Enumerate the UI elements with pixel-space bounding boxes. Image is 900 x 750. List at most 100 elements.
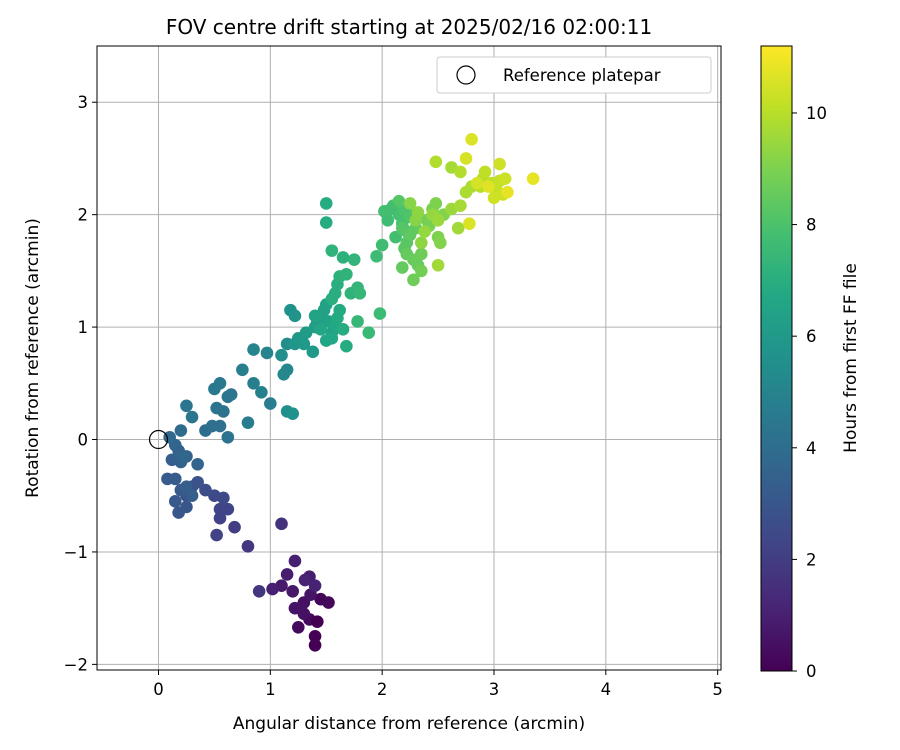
data-point [213, 376, 227, 390]
x-ticks: 0 1 2 3 4 5 [153, 670, 723, 699]
x-axis-label: Angular distance from reference (arcmin) [233, 714, 585, 734]
data-point [168, 495, 182, 508]
data-point [325, 332, 339, 345]
colorbar-tick-label: 0 [806, 662, 817, 681]
data-point [255, 385, 268, 399]
colorbar-gradient [760, 45, 793, 672]
y-tick-label: −1 [64, 543, 88, 562]
data-point [185, 410, 199, 424]
colorbar-tick-label: 8 [806, 216, 817, 235]
y-tick-label: 3 [78, 93, 89, 112]
data-point [213, 419, 227, 433]
data-point [526, 172, 540, 185]
data-point [221, 430, 235, 444]
y-tick-label: 1 [78, 318, 89, 337]
data-point [291, 620, 305, 634]
data-point [264, 397, 277, 410]
data-point [454, 165, 467, 179]
data-point [384, 202, 398, 216]
data-point [340, 267, 353, 281]
data-point [351, 315, 364, 328]
data-point [465, 133, 478, 146]
data-point [213, 511, 227, 525]
data-point [266, 582, 279, 596]
data-point [306, 345, 320, 359]
data-point [478, 165, 492, 179]
data-point [224, 388, 238, 401]
chart-title: FOV centre drift starting at 2025/02/16 … [166, 15, 652, 39]
y-ticks: −2 −1 0 1 2 3 [64, 93, 97, 674]
data-point [180, 480, 193, 494]
colorbar: 0 2 4 6 8 10 Hours from first FF file [760, 45, 861, 681]
data-point [308, 309, 322, 323]
data-point [311, 615, 324, 628]
data-point [431, 213, 445, 227]
data-point [362, 326, 376, 340]
legend-marker [456, 65, 476, 85]
y-tick-label: 0 [78, 431, 89, 450]
data-point [275, 348, 288, 362]
data-point [297, 607, 311, 621]
grid-lines [97, 46, 721, 670]
data-point [459, 152, 473, 165]
data-point [247, 376, 260, 390]
data-point [241, 540, 255, 553]
data-point [415, 236, 428, 250]
data-point [498, 172, 512, 185]
data-point [247, 343, 260, 356]
colorbar-ticks: 0 2 4 6 8 10 [792, 104, 827, 681]
colorbar-label: Hours from first FF file [841, 263, 861, 453]
data-point [389, 230, 402, 244]
data-point [429, 197, 443, 210]
data-point [180, 399, 193, 413]
data-point [411, 206, 425, 219]
data-point [199, 483, 212, 497]
data-point [429, 155, 443, 169]
data-point [172, 506, 185, 519]
data-point [308, 629, 322, 643]
data-point [260, 346, 274, 360]
data-point [370, 249, 383, 263]
data-point [280, 363, 294, 377]
x-tick-label: 1 [265, 680, 276, 699]
colorbar-tick-label: 2 [806, 550, 817, 569]
data-point [395, 261, 409, 274]
data-point [286, 407, 299, 420]
data-point [168, 472, 182, 486]
data-point [286, 584, 299, 598]
data-points [161, 133, 540, 652]
data-point [210, 401, 223, 415]
data-point [174, 424, 188, 437]
data-point [470, 176, 484, 190]
data-point [163, 430, 176, 444]
data-point [297, 337, 311, 351]
legend: Reference platepar [436, 56, 712, 94]
data-point [373, 307, 387, 320]
data-point [375, 238, 389, 252]
data-point [451, 221, 465, 235]
data-point [336, 251, 350, 264]
y-tick-label: −2 [64, 655, 88, 674]
data-point [418, 225, 431, 238]
data-point [319, 197, 333, 210]
data-point [280, 568, 294, 581]
x-tick-label: 4 [601, 680, 612, 699]
data-point [217, 491, 230, 505]
data-point [403, 197, 417, 210]
data-point [407, 273, 420, 287]
data-point [415, 247, 428, 261]
plot-frame [96, 45, 722, 671]
y-tick-label: 2 [78, 206, 89, 225]
data-point [333, 303, 346, 317]
data-point [185, 489, 199, 503]
reference-marker [148, 429, 169, 450]
data-point [454, 199, 467, 212]
x-tick-label: 0 [153, 680, 164, 699]
data-point [392, 194, 406, 208]
data-point [434, 236, 447, 250]
legend-box [436, 56, 712, 94]
data-point [347, 253, 361, 266]
x-tick-label: 5 [712, 680, 723, 699]
data-point [353, 287, 367, 300]
